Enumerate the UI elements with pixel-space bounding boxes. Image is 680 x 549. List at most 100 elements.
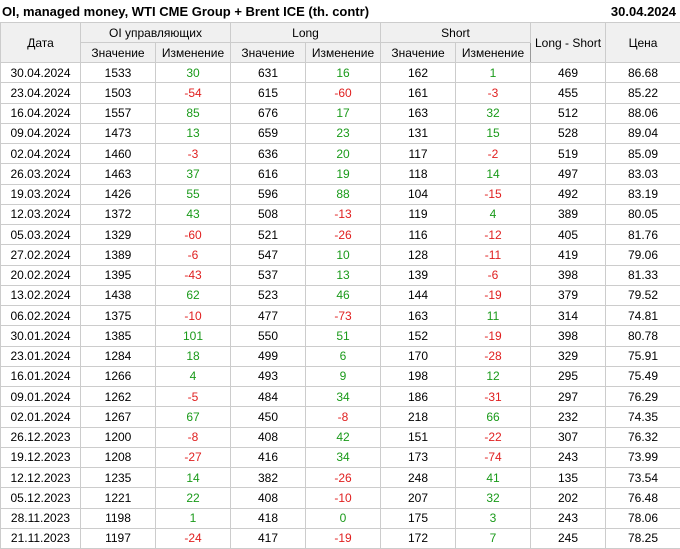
value-cell: 493 — [231, 366, 306, 386]
value-cell: 0 — [306, 508, 381, 528]
value-cell: 173 — [381, 447, 456, 467]
value-cell: 170 — [381, 346, 456, 366]
value-cell: 34 — [306, 447, 381, 467]
value-cell: 417 — [231, 528, 306, 548]
value-cell: 76.29 — [606, 387, 680, 407]
date-cell: 30.04.2024 — [1, 63, 81, 83]
value-cell: 88.06 — [606, 103, 680, 123]
value-cell: 523 — [231, 285, 306, 305]
value-cell: 186 — [381, 387, 456, 407]
value-cell: 547 — [231, 245, 306, 265]
value-cell: -60 — [306, 83, 381, 103]
value-cell: -43 — [156, 265, 231, 285]
value-cell: 389 — [531, 204, 606, 224]
value-cell: 405 — [531, 225, 606, 245]
value-cell: 1385 — [81, 326, 156, 346]
value-cell: 172 — [381, 528, 456, 548]
date-cell: 26.03.2024 — [1, 164, 81, 184]
value-cell: 519 — [531, 144, 606, 164]
value-cell: 20 — [306, 144, 381, 164]
value-cell: 66 — [456, 407, 531, 427]
value-cell: 42 — [306, 427, 381, 447]
date-cell: 30.01.2024 — [1, 326, 81, 346]
value-cell: 41 — [456, 468, 531, 488]
value-cell: 1221 — [81, 488, 156, 508]
value-cell: 307 — [531, 427, 606, 447]
value-cell: -31 — [456, 387, 531, 407]
date-cell: 05.03.2024 — [1, 225, 81, 245]
value-cell: 207 — [381, 488, 456, 508]
value-cell: 616 — [231, 164, 306, 184]
value-cell: 218 — [381, 407, 456, 427]
value-cell: 232 — [531, 407, 606, 427]
value-cell: 329 — [531, 346, 606, 366]
date-cell: 19.12.2023 — [1, 447, 81, 467]
value-cell: 455 — [531, 83, 606, 103]
value-cell: 128 — [381, 245, 456, 265]
value-cell: 13 — [306, 265, 381, 285]
value-cell: 14 — [456, 164, 531, 184]
value-cell: 631 — [231, 63, 306, 83]
date-cell: 13.02.2024 — [1, 285, 81, 305]
value-cell: 492 — [531, 184, 606, 204]
value-cell: 51 — [306, 326, 381, 346]
value-cell: -19 — [456, 285, 531, 305]
value-cell: -3 — [156, 144, 231, 164]
header-long: Long — [231, 23, 381, 43]
value-cell: -10 — [156, 306, 231, 326]
date-cell: 05.12.2023 — [1, 488, 81, 508]
value-cell: 83.19 — [606, 184, 680, 204]
value-cell: -54 — [156, 83, 231, 103]
report-date: 30.04.2024 — [611, 4, 676, 19]
date-cell: 02.04.2024 — [1, 144, 81, 164]
value-cell: 83.03 — [606, 164, 680, 184]
value-cell: 162 — [381, 63, 456, 83]
value-cell: 13 — [156, 123, 231, 143]
value-cell: 117 — [381, 144, 456, 164]
value-cell: 116 — [381, 225, 456, 245]
value-cell: 14 — [156, 468, 231, 488]
value-cell: 418 — [231, 508, 306, 528]
value-cell: 1329 — [81, 225, 156, 245]
value-cell: 88 — [306, 184, 381, 204]
value-cell: 19 — [306, 164, 381, 184]
value-cell: 1208 — [81, 447, 156, 467]
value-cell: 521 — [231, 225, 306, 245]
value-cell: -11 — [456, 245, 531, 265]
value-cell: -60 — [156, 225, 231, 245]
value-cell: 676 — [231, 103, 306, 123]
subheader: Изменение — [306, 43, 381, 63]
subheader: Изменение — [156, 43, 231, 63]
value-cell: 75.91 — [606, 346, 680, 366]
value-cell: 1267 — [81, 407, 156, 427]
value-cell: -26 — [306, 468, 381, 488]
value-cell: 75.49 — [606, 366, 680, 386]
value-cell: 450 — [231, 407, 306, 427]
value-cell: 10 — [306, 245, 381, 265]
value-cell: 297 — [531, 387, 606, 407]
value-cell: 85.09 — [606, 144, 680, 164]
value-cell: 79.52 — [606, 285, 680, 305]
value-cell: 550 — [231, 326, 306, 346]
date-cell: 23.04.2024 — [1, 83, 81, 103]
value-cell: 175 — [381, 508, 456, 528]
value-cell: 499 — [231, 346, 306, 366]
value-cell: 497 — [531, 164, 606, 184]
value-cell: -74 — [456, 447, 531, 467]
value-cell: 1284 — [81, 346, 156, 366]
value-cell: 37 — [156, 164, 231, 184]
value-cell: 408 — [231, 427, 306, 447]
value-cell: 596 — [231, 184, 306, 204]
value-cell: 9 — [306, 366, 381, 386]
value-cell: 152 — [381, 326, 456, 346]
value-cell: 508 — [231, 204, 306, 224]
value-cell: -10 — [306, 488, 381, 508]
value-cell: 76.48 — [606, 488, 680, 508]
